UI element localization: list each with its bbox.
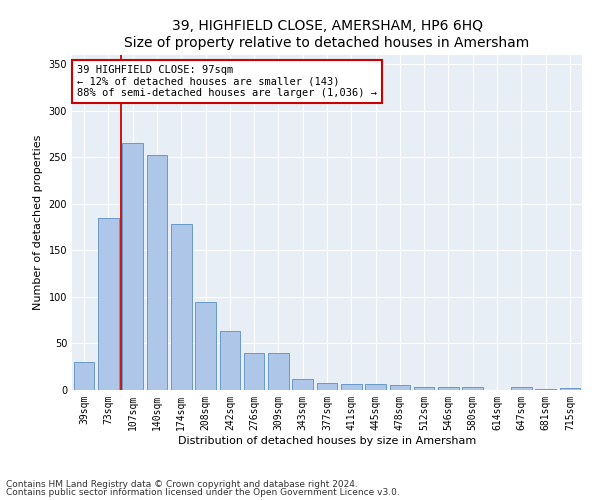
X-axis label: Distribution of detached houses by size in Amersham: Distribution of detached houses by size … xyxy=(178,436,476,446)
Bar xyxy=(74,362,94,390)
Y-axis label: Number of detached properties: Number of detached properties xyxy=(33,135,43,310)
Bar xyxy=(98,218,119,390)
Bar xyxy=(244,353,265,390)
Bar xyxy=(292,379,313,390)
Bar xyxy=(122,144,143,390)
Bar xyxy=(195,302,216,390)
Bar xyxy=(341,384,362,390)
Text: 39 HIGHFIELD CLOSE: 97sqm
← 12% of detached houses are smaller (143)
88% of semi: 39 HIGHFIELD CLOSE: 97sqm ← 12% of detac… xyxy=(77,65,377,98)
Bar xyxy=(511,387,532,390)
Bar xyxy=(535,389,556,390)
Bar xyxy=(414,387,434,390)
Title: 39, HIGHFIELD CLOSE, AMERSHAM, HP6 6HQ
Size of property relative to detached hou: 39, HIGHFIELD CLOSE, AMERSHAM, HP6 6HQ S… xyxy=(124,20,530,50)
Bar xyxy=(317,382,337,390)
Bar xyxy=(438,387,459,390)
Bar xyxy=(268,353,289,390)
Text: Contains HM Land Registry data © Crown copyright and database right 2024.: Contains HM Land Registry data © Crown c… xyxy=(6,480,358,489)
Text: Contains public sector information licensed under the Open Government Licence v3: Contains public sector information licen… xyxy=(6,488,400,497)
Bar xyxy=(389,386,410,390)
Bar xyxy=(146,154,167,390)
Bar xyxy=(560,388,580,390)
Bar xyxy=(220,332,240,390)
Bar xyxy=(365,384,386,390)
Bar xyxy=(171,224,191,390)
Bar xyxy=(463,387,483,390)
